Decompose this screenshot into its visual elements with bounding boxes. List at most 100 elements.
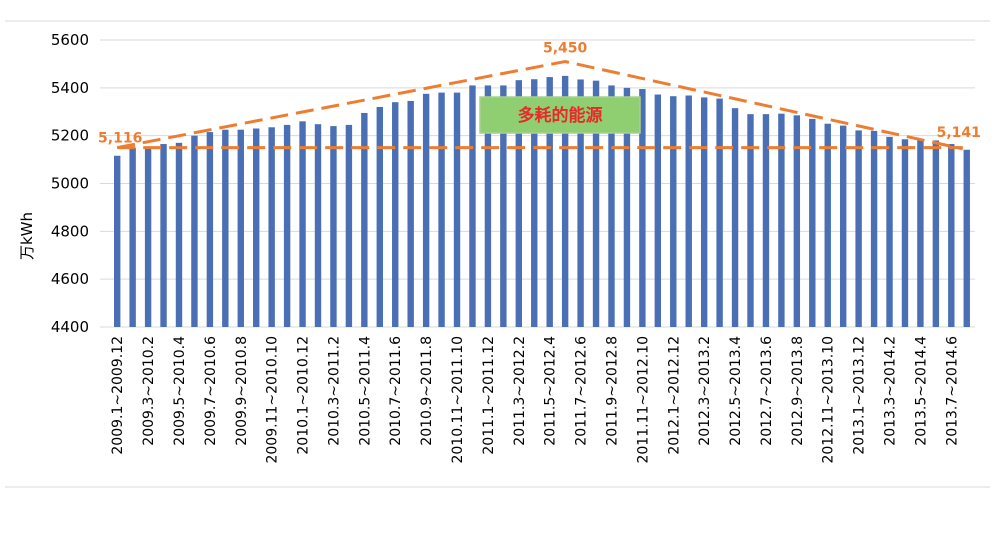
bar	[870, 130, 878, 327]
bar	[422, 93, 430, 327]
bar	[886, 136, 893, 327]
bar	[546, 77, 553, 327]
bar	[577, 79, 584, 328]
note-text: 多耗的能源	[518, 105, 603, 126]
bar	[948, 144, 955, 327]
bar	[299, 121, 306, 327]
bar	[608, 85, 615, 327]
bar	[824, 123, 831, 327]
x-tick-label: 2010.7~2011.6	[388, 336, 404, 446]
bar	[839, 125, 847, 327]
y-tick-label: 4600	[51, 270, 89, 288]
x-tick-label: 2013.1~2013.12	[852, 336, 868, 455]
x-tick-label: 2009.9~2010.8	[234, 336, 250, 446]
x-tick-label: 2009.7~2010.6	[203, 336, 219, 446]
bar	[747, 114, 754, 328]
bar	[314, 124, 322, 327]
x-tick-label: 2011.11~2012.10	[635, 336, 651, 464]
x-tick-label: 2012.1~2012.12	[666, 336, 682, 455]
x-tick-label: 2011.3~2012.2	[512, 336, 528, 446]
x-tick-label: 2010.1~2010.12	[296, 336, 312, 455]
bar	[762, 114, 770, 328]
bars	[114, 75, 970, 328]
bar	[407, 100, 414, 327]
bar	[561, 75, 569, 327]
x-tick-label: 2013.5~2014.4	[913, 336, 929, 446]
x-tick-label: 2011.5~2012.4	[543, 336, 559, 446]
bar	[531, 79, 538, 328]
x-tick-label: 2010.5~2011.4	[357, 336, 373, 446]
x-tick-label: 2009.1~2009.12	[110, 336, 126, 455]
bar	[453, 92, 461, 327]
x-axis-ticks: 2009.1~2009.12 2009.3~2010.2 2009.5~2010.4…	[110, 336, 960, 464]
bar	[685, 95, 692, 327]
bar	[500, 85, 507, 327]
y-tick-label: 5000	[51, 175, 89, 193]
bar	[268, 127, 275, 327]
bar	[361, 112, 368, 327]
start-value-label: 5,116	[98, 131, 142, 147]
bar	[670, 96, 677, 328]
bar	[114, 155, 121, 327]
y-axis-label: 万kWh	[18, 212, 36, 260]
note-box	[479, 96, 641, 134]
bar	[175, 142, 183, 327]
bar	[438, 92, 445, 327]
x-tick-label: 2012.5~2013.4	[728, 336, 744, 446]
bar	[592, 80, 600, 328]
bar	[253, 128, 260, 327]
x-tick-label: 2009.3~2010.2	[141, 336, 157, 446]
bar	[515, 80, 523, 328]
bar	[222, 129, 229, 327]
bar	[700, 97, 708, 328]
x-tick-label: 2011.1~2011.12	[481, 336, 497, 455]
bar	[932, 140, 940, 327]
x-tick-label: 2012.3~2013.2	[697, 336, 713, 446]
bar	[484, 85, 492, 327]
bar	[469, 85, 476, 327]
x-tick-label: 2012.9~2013.8	[790, 336, 806, 446]
x-tick-label: 2010.3~2011.2	[326, 336, 342, 446]
x-tick-label: 2009.5~2010.4	[172, 336, 188, 446]
x-tick-label: 2013.7~2014.6	[944, 336, 960, 446]
bar	[283, 124, 291, 327]
bar	[901, 139, 909, 327]
x-tick-label: 2012.11~2013.10	[821, 336, 837, 464]
annotations: 多耗的能源 5,116 5,450 5,141	[98, 41, 981, 151]
bar	[731, 108, 739, 327]
x-tick-label: 2011.7~2012.6	[574, 336, 590, 446]
bar	[809, 118, 816, 327]
bar	[144, 146, 152, 327]
bar	[623, 87, 631, 327]
bar	[778, 113, 785, 327]
y-tick-label: 4400	[51, 318, 89, 336]
bar	[716, 98, 723, 328]
bar	[345, 124, 353, 327]
bar	[654, 94, 662, 327]
x-tick-label: 2009.11~2010.10	[265, 336, 281, 464]
gridlines	[100, 39, 975, 328]
y-tick-label: 4800	[51, 222, 89, 240]
bar	[237, 129, 244, 327]
bar	[376, 106, 383, 327]
y-axis-ticks: 4400 4600 4800 5000 5200 5400 5600	[51, 31, 89, 336]
bar	[206, 132, 214, 327]
bar	[160, 144, 167, 327]
y-tick-label: 5200	[51, 127, 89, 145]
bar	[963, 149, 970, 327]
x-tick-label: 2012.7~2013.6	[759, 336, 775, 446]
triangle-dashed-line	[116, 59, 964, 151]
y-tick-label: 5600	[51, 31, 89, 49]
bar	[330, 126, 337, 327]
y-tick-label: 5400	[51, 79, 89, 97]
bar	[917, 139, 924, 327]
x-tick-label: 2010.9~2011.8	[419, 336, 435, 446]
bar	[639, 89, 646, 327]
end-value-label: 5,141	[937, 125, 981, 141]
x-tick-label: 2010.11~2011.10	[450, 336, 466, 464]
bar	[793, 115, 801, 328]
x-tick-label: 2013.3~2014.2	[883, 336, 899, 446]
bar	[392, 102, 399, 327]
bar	[191, 135, 198, 327]
